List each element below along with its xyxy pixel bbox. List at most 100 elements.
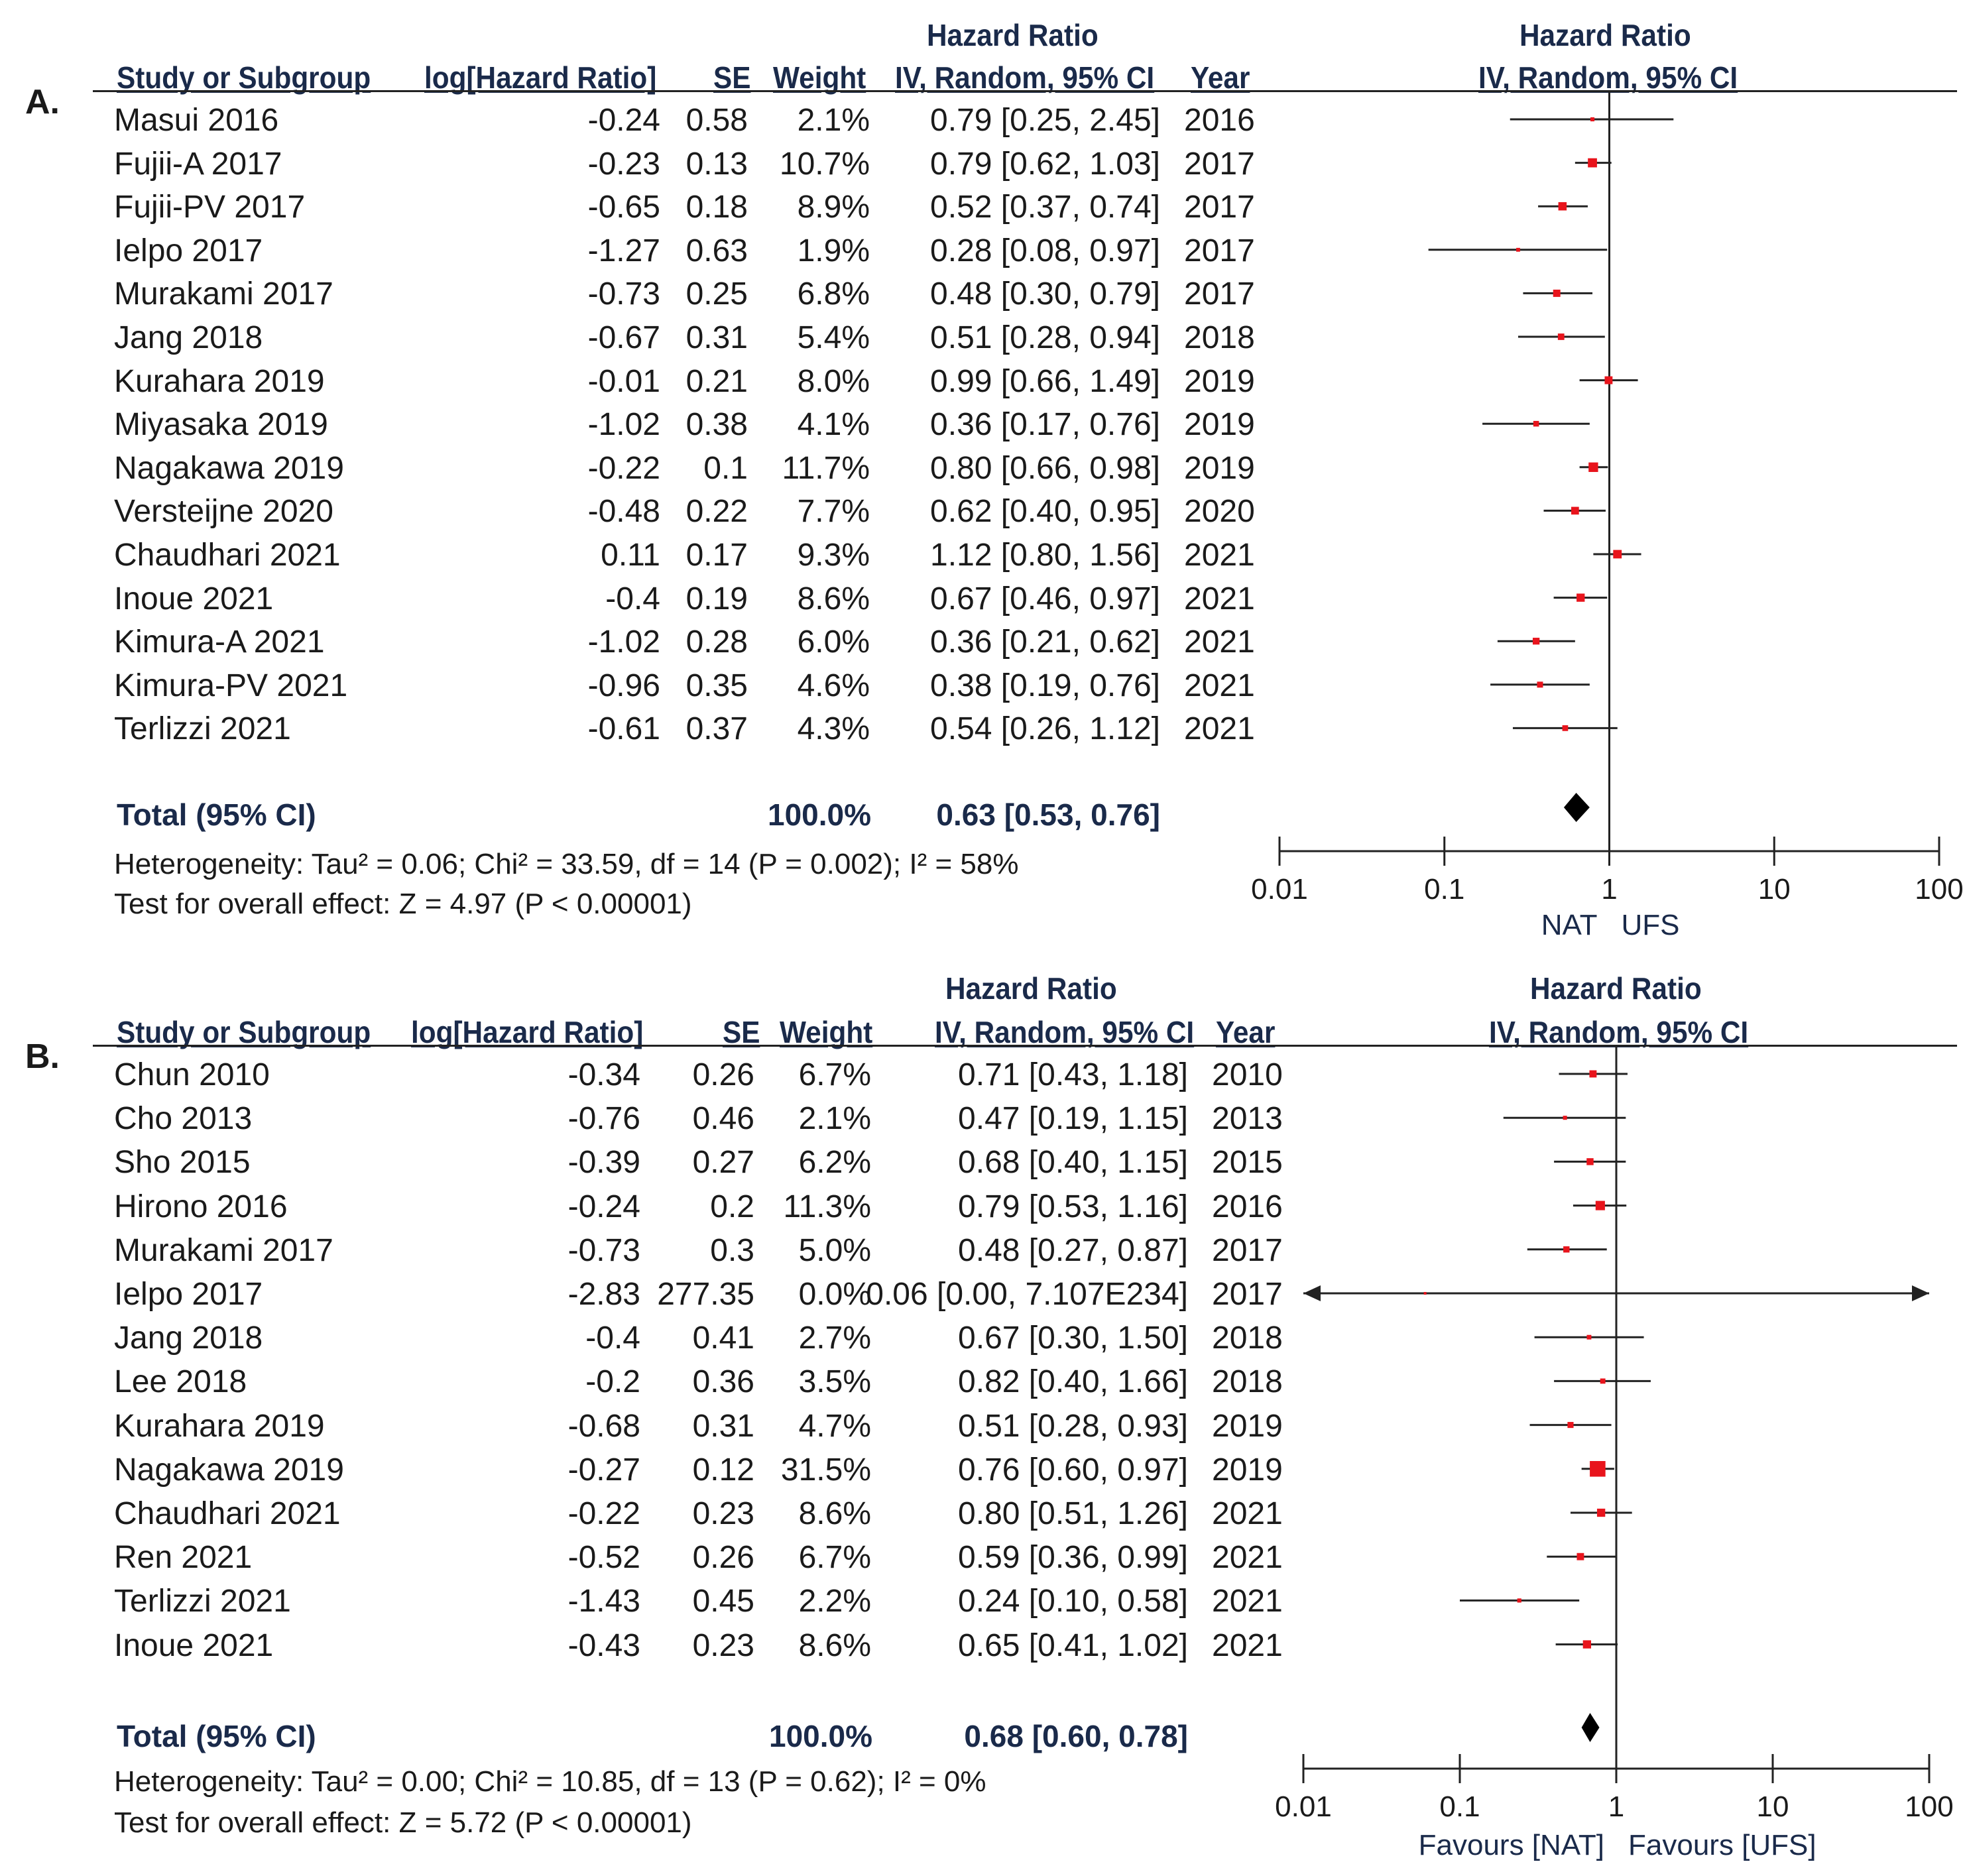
log-hr-value: -2.83 <box>567 1277 640 1312</box>
study-name: Hirono 2016 <box>114 1189 288 1224</box>
plot-header: IV, Random, 95% CI <box>1478 60 1738 95</box>
year-value: 2021 <box>1184 711 1255 747</box>
header-group: Hazard Ratio <box>927 18 1099 52</box>
year-value: 2017 <box>1212 1277 1283 1312</box>
x-tick-label: 10 <box>1757 1790 1789 1823</box>
plot-header-group: Hazard Ratio <box>1519 18 1691 52</box>
ci-value: 0.38 [0.19, 0.76] <box>930 668 1160 703</box>
ci-value: 0.36 [0.21, 0.62] <box>930 624 1160 660</box>
ci-value: 0.51 [0.28, 0.94] <box>930 320 1160 355</box>
study-name: Murakami 2017 <box>114 1232 333 1268</box>
se-value: 0.41 <box>692 1320 754 1356</box>
point-estimate <box>1563 1246 1570 1253</box>
study-name: Inoue 2021 <box>114 581 274 616</box>
year-value: 2016 <box>1212 1189 1283 1224</box>
point-estimate <box>1557 333 1565 340</box>
point-estimate <box>1576 1553 1584 1560</box>
pooled-estimate-diamond <box>1563 793 1590 822</box>
log-hr-value: -0.52 <box>567 1540 640 1576</box>
se-value: 0.37 <box>685 711 748 747</box>
se-value: 277.35 <box>657 1277 754 1312</box>
study-name: Chun 2010 <box>114 1057 270 1092</box>
point-estimate <box>1590 1461 1606 1477</box>
plot-header: IV, Random, 95% CI <box>1489 1015 1749 1049</box>
se-value: 0.36 <box>692 1364 754 1400</box>
se-value: 0.35 <box>685 668 748 703</box>
year-value: 2017 <box>1184 146 1255 182</box>
log-hr-value: -0.65 <box>587 190 660 225</box>
weight-value: 5.4% <box>797 320 870 355</box>
header-rule <box>93 1045 1957 1047</box>
ci-value: 0.71 [0.43, 1.18] <box>958 1057 1188 1092</box>
se-value: 0.13 <box>685 146 748 182</box>
point-estimate <box>1588 462 1598 472</box>
log-hr-value: -0.4 <box>585 1320 640 1356</box>
ci-arrow-right <box>1912 1285 1929 1301</box>
x-tick-label: 0.1 <box>1439 1790 1480 1823</box>
se-value: 0.2 <box>710 1189 754 1224</box>
column-header-ci: IV, Random, 95% CI <box>935 1015 1195 1049</box>
year-value: 2016 <box>1184 103 1255 138</box>
column-header-se: SE <box>713 60 751 95</box>
weight-value: 10.7% <box>779 146 870 182</box>
log-hr-value: -0.24 <box>567 1189 640 1224</box>
point-estimate <box>1533 420 1539 427</box>
se-value: 0.18 <box>685 190 748 225</box>
log-hr-value: -0.34 <box>567 1057 640 1092</box>
study-name: Nagakawa 2019 <box>114 450 344 486</box>
se-value: 0.26 <box>692 1057 754 1092</box>
study-name: Ielpo 2017 <box>114 1277 263 1312</box>
total-ci: 0.63 [0.53, 0.76] <box>936 797 1160 832</box>
ci-value: 0.80 [0.66, 0.98] <box>930 450 1160 486</box>
se-value: 0.21 <box>685 363 748 399</box>
point-estimate <box>1558 202 1567 211</box>
x-tick-label: 0.1 <box>1424 873 1464 906</box>
point-estimate <box>1532 638 1540 645</box>
column-header-ci: IV, Random, 95% CI <box>895 60 1155 95</box>
se-value: 0.28 <box>685 624 748 660</box>
total-label: Total (95% CI) <box>117 797 316 832</box>
log-hr-value: -0.43 <box>567 1627 640 1663</box>
log-hr-value: -0.68 <box>567 1408 640 1444</box>
weight-value: 2.1% <box>797 103 870 138</box>
study-name: Murakami 2017 <box>114 276 333 312</box>
point-estimate <box>1588 158 1597 168</box>
log-hr-value: -0.2 <box>585 1364 640 1400</box>
year-value: 2021 <box>1212 1627 1283 1663</box>
weight-value: 6.0% <box>797 624 870 660</box>
point-estimate <box>1516 247 1520 252</box>
log-hr-value: -0.96 <box>587 668 660 703</box>
column-header-year: Year <box>1216 1015 1276 1049</box>
log-hr-value: -0.22 <box>567 1496 640 1531</box>
weight-value: 8.6% <box>798 1627 871 1663</box>
year-value: 2021 <box>1184 624 1255 660</box>
ci-value: 0.59 [0.36, 0.99] <box>958 1540 1188 1576</box>
weight-value: 8.0% <box>797 363 870 399</box>
weight-value: 2.1% <box>798 1101 871 1137</box>
ci-value: 0.48 [0.27, 0.87] <box>958 1232 1188 1268</box>
total-ci: 0.68 [0.60, 0.78] <box>964 1719 1188 1753</box>
year-value: 2018 <box>1184 320 1255 355</box>
weight-value: 2.7% <box>798 1320 871 1356</box>
se-value: 0.31 <box>685 320 748 355</box>
point-estimate <box>1600 1378 1606 1384</box>
log-hr-value: -0.27 <box>567 1452 640 1488</box>
study-name: Terlizzi 2021 <box>114 711 291 747</box>
point-estimate <box>1586 1334 1592 1340</box>
log-hr-value: -0.4 <box>605 581 660 616</box>
se-value: 0.63 <box>685 233 748 268</box>
log-hr-value: -0.61 <box>587 711 660 747</box>
point-estimate <box>1582 1640 1592 1649</box>
x-tick-label: 100 <box>1905 1790 1953 1823</box>
year-value: 2018 <box>1212 1364 1283 1400</box>
ci-value: 0.79 [0.62, 1.03] <box>930 146 1160 182</box>
study-name: Fujii-PV 2017 <box>114 190 306 225</box>
point-estimate <box>1563 1116 1567 1120</box>
column-header-study: Study or Subgroup <box>117 60 371 95</box>
point-estimate <box>1590 117 1595 122</box>
year-value: 2010 <box>1212 1057 1283 1092</box>
se-value: 0.38 <box>685 407 748 443</box>
ci-value: 0.24 [0.10, 0.58] <box>958 1584 1188 1619</box>
weight-value: 4.1% <box>797 407 870 443</box>
favours-right-label: Favours [UFS] <box>1628 1829 1816 1861</box>
